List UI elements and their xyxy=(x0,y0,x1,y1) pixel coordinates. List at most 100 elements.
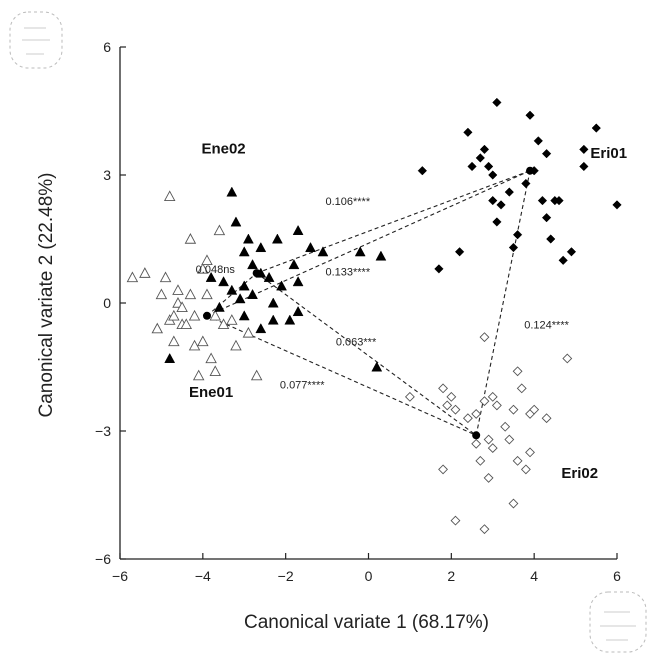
data-point xyxy=(201,254,213,266)
centroid-Ene02 xyxy=(252,269,261,278)
distance-label: 0.063*** xyxy=(336,337,377,349)
data-point xyxy=(533,136,543,146)
data-point xyxy=(525,447,535,458)
data-point xyxy=(168,309,180,321)
distance-label: 0.124**** xyxy=(524,320,569,332)
data-point xyxy=(292,306,304,317)
data-point xyxy=(521,178,531,189)
data-point xyxy=(487,391,498,402)
data-point xyxy=(479,396,490,407)
data-point xyxy=(238,280,250,291)
data-point xyxy=(546,234,556,244)
data-point xyxy=(168,335,180,347)
data-point xyxy=(541,213,552,223)
data-point xyxy=(508,242,519,253)
group-labels: Ene02 Eri01 Ene01 Eri02 xyxy=(189,141,627,482)
data-point xyxy=(504,434,515,445)
distance-label: 0.133**** xyxy=(325,266,370,278)
data-point xyxy=(475,153,485,163)
x-axis-title: Canonical variate 1 (68.17%) xyxy=(244,612,489,633)
group-label: Ene02 xyxy=(201,141,245,158)
data-point xyxy=(188,309,201,321)
data-point xyxy=(238,246,250,257)
data-point xyxy=(525,110,535,120)
data-point xyxy=(492,217,502,227)
data-point xyxy=(292,276,304,287)
data-point xyxy=(250,369,263,381)
data-point xyxy=(205,352,217,364)
data-point xyxy=(442,400,453,411)
data-point xyxy=(180,318,193,330)
data-point xyxy=(238,310,250,321)
data-point xyxy=(263,271,275,282)
data-point xyxy=(209,365,222,376)
data-point xyxy=(562,353,573,364)
group-label: Ene01 xyxy=(189,384,233,401)
centroid-Eri02 xyxy=(472,431,481,440)
data-point xyxy=(184,233,197,244)
data-point xyxy=(566,247,577,257)
data-point xyxy=(512,455,523,466)
distance-line xyxy=(475,170,531,436)
data-point xyxy=(446,391,457,402)
x-tick-label: 6 xyxy=(613,568,621,584)
data-point xyxy=(201,288,213,300)
distance-line xyxy=(206,170,531,317)
data-point xyxy=(558,255,568,265)
data-point xyxy=(213,224,226,236)
data-point xyxy=(234,293,246,304)
data-point xyxy=(197,262,209,274)
data-point xyxy=(579,161,589,172)
data-point xyxy=(172,284,184,295)
data-point xyxy=(226,186,238,197)
data-point xyxy=(164,352,176,363)
data-point xyxy=(612,200,622,210)
data-point xyxy=(554,195,564,206)
data-point xyxy=(504,187,514,197)
data-point xyxy=(205,271,217,282)
distance-label: 0.106**** xyxy=(325,196,370,208)
data-point xyxy=(288,259,300,270)
data-point xyxy=(483,434,494,445)
data-point xyxy=(438,383,448,394)
data-point xyxy=(188,339,201,351)
series-Eri01 xyxy=(417,97,622,274)
data-point xyxy=(516,383,527,394)
data-point xyxy=(491,400,502,411)
data-point xyxy=(496,200,506,210)
data-point xyxy=(292,224,304,235)
tick-labels: −6 −4 −2 0 2 4 6 −6 −3 0 3 6 xyxy=(95,39,621,584)
data-point xyxy=(520,464,531,475)
data-point xyxy=(438,464,448,475)
data-point xyxy=(541,149,552,159)
y-tick-label: 0 xyxy=(103,295,111,311)
group-label: Eri01 xyxy=(590,145,627,162)
data-point xyxy=(247,288,258,299)
y-tick-label: −3 xyxy=(95,423,111,439)
data-point xyxy=(508,404,519,415)
data-point xyxy=(508,498,519,509)
data-point xyxy=(230,216,242,227)
distance-labels: 0.048ns 0.106**** 0.133**** 0.063*** 0.077**… xyxy=(196,196,570,391)
y-tick-label: 3 xyxy=(103,167,111,183)
data-point xyxy=(139,267,151,278)
tick-marks xyxy=(119,46,618,560)
x-tick-label: −4 xyxy=(195,568,211,584)
data-point xyxy=(276,280,287,291)
data-point xyxy=(479,144,490,155)
series-Eri02 xyxy=(404,332,573,535)
data-point xyxy=(284,314,296,325)
y-tick-label: −6 xyxy=(95,551,111,567)
axes xyxy=(119,47,617,560)
data-point xyxy=(126,271,139,283)
data-point xyxy=(475,455,486,466)
data-point xyxy=(371,361,383,372)
data-point xyxy=(492,97,502,108)
data-point xyxy=(450,404,461,415)
data-point xyxy=(488,195,498,206)
data-point xyxy=(255,242,267,253)
data-point xyxy=(463,127,473,137)
centroid-Eri01 xyxy=(526,166,535,175)
data-point xyxy=(454,247,465,257)
